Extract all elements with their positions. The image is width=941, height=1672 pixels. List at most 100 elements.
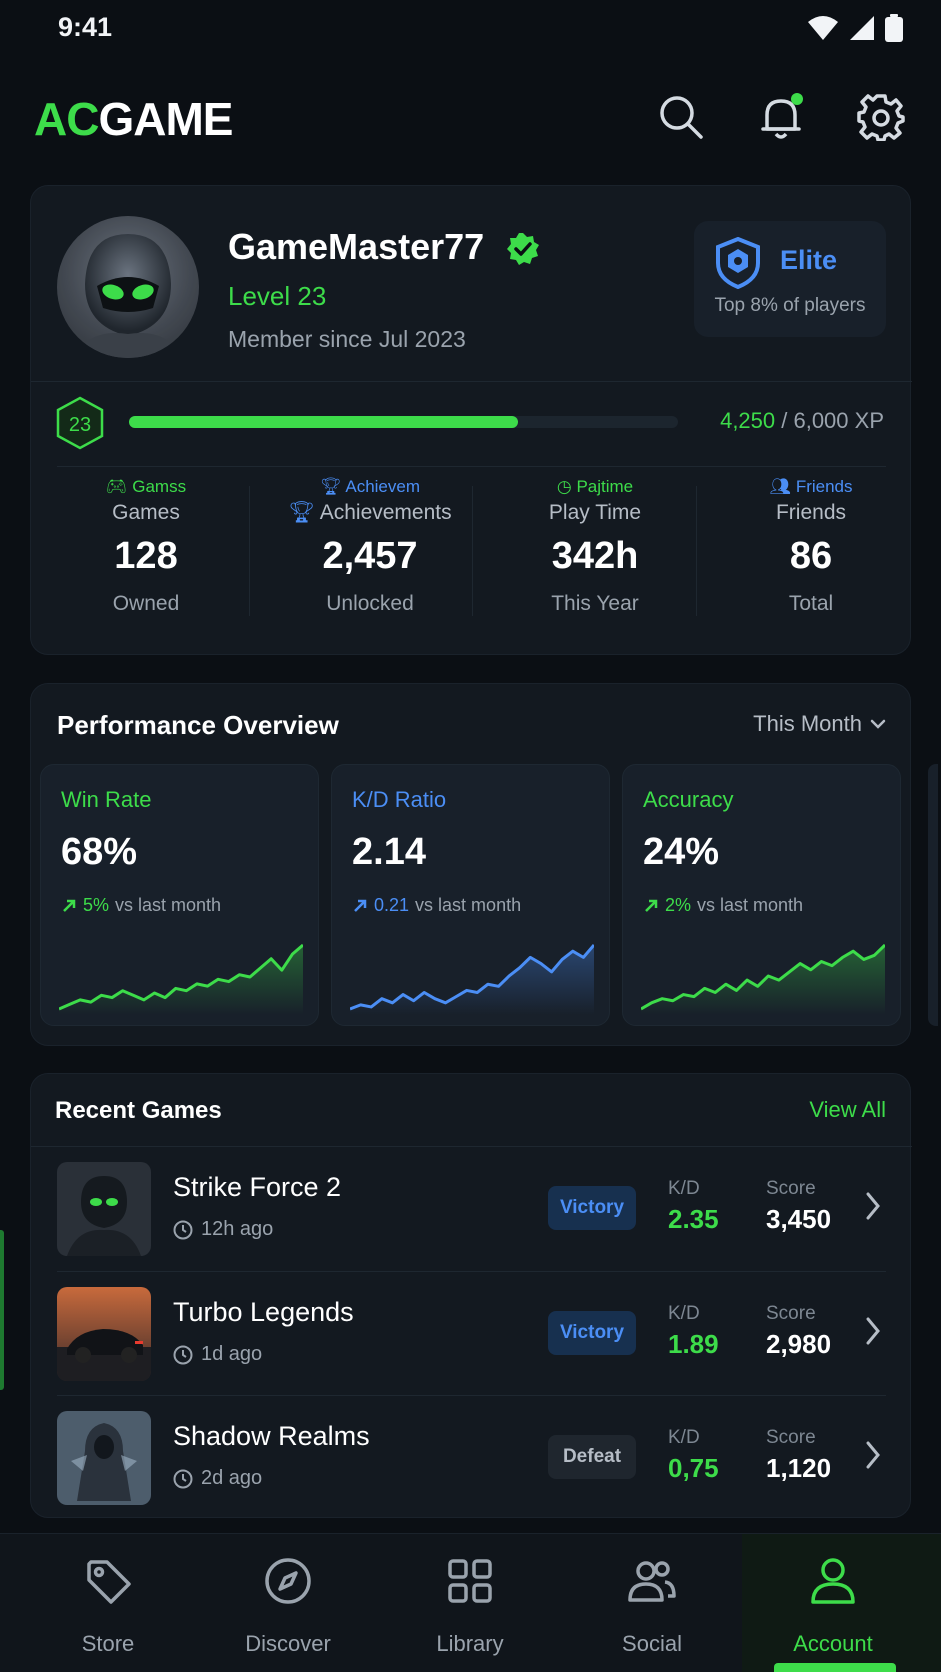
sparkline-line — [350, 944, 594, 1011]
metric-card-kd[interactable]: K/D Ratio 2.14 0.21 vs last month — [331, 764, 610, 1026]
divider — [57, 466, 886, 467]
stat-label: Play Time — [548, 501, 642, 524]
stat-label: Games — [112, 501, 180, 524]
tier-badge[interactable]: Elite Top 8% of players — [694, 221, 886, 337]
wifi-icon — [808, 16, 838, 40]
xp-progress-bar — [129, 416, 678, 428]
metric-value: 24% — [643, 831, 720, 873]
score-label: Score — [766, 1427, 816, 1448]
game-thumbnail — [57, 1162, 151, 1256]
status-time: 9:41 — [58, 12, 113, 42]
search-button[interactable] — [656, 92, 706, 142]
stat-playtime[interactable]: ◷ Pajtime Play Time 342h This Year — [485, 471, 705, 621]
profile-card: GameMaster77 Level 23 Member since Jul 2… — [30, 185, 912, 655]
user-icon — [811, 1558, 855, 1604]
chevron-right-icon[interactable] — [863, 1190, 883, 1222]
score-value: 2,980 — [766, 1329, 832, 1359]
stat-value: 2,457 — [322, 535, 418, 577]
stat-friends[interactable]: 👥︎ Friends Friends 86 Total — [701, 471, 921, 621]
stat-tag: 🎮︎ Gamss — [105, 477, 187, 496]
clock-icon — [173, 1345, 193, 1364]
sparkline-area — [350, 945, 594, 1015]
game-row[interactable]: Shadow Realms 2d ago Defeat K/D 0,75 Sco… — [31, 1395, 912, 1519]
avatar[interactable] — [57, 216, 199, 358]
nav-label: Discover — [245, 1631, 331, 1656]
performance-title: Performance Overview — [57, 710, 339, 740]
search-icon — [660, 96, 703, 139]
gear-icon — [857, 94, 905, 141]
signal-icon — [850, 16, 874, 40]
stat-value: 128 — [114, 535, 178, 577]
nav-item-discover[interactable]: Discover — [198, 1534, 378, 1672]
sparkline-line — [641, 943, 885, 1011]
sparkline-area — [59, 945, 303, 1015]
stat-achievements[interactable]: 🏆︎ Achievem 🏆︎ Achievements 2,457 Unlock… — [260, 471, 480, 621]
game-time: 1d ago — [173, 1343, 262, 1366]
stat-label: Friends — [775, 501, 847, 524]
sparkline-line — [59, 943, 303, 1011]
game-time: 2d ago — [173, 1467, 262, 1490]
metric-card-accuracy[interactable]: Accuracy 24% 2% vs last month — [622, 764, 901, 1026]
tier-name: Elite — [780, 245, 838, 275]
level-hex-number: 23 — [69, 414, 91, 436]
period-value: This Month — [753, 711, 862, 736]
game-row[interactable]: Turbo Legends 1d ago Victory K/D 1.89 Sc… — [31, 1271, 912, 1395]
accuracy-sparkline — [641, 943, 885, 1015]
stat-divider — [249, 486, 250, 616]
game-thumbnail — [57, 1287, 151, 1381]
winrate-sparkline — [59, 943, 303, 1015]
notifications-button[interactable] — [756, 92, 806, 142]
battery-icon — [885, 14, 903, 42]
member-since: Member since Jul 2023 — [228, 326, 466, 352]
score-value: 1,120 — [766, 1453, 832, 1483]
metric-name: Accuracy — [643, 787, 734, 812]
grid-icon — [448, 1559, 492, 1603]
stat-games[interactable]: 🎮︎ Gamss Games 128 Owned — [36, 471, 256, 621]
nav-item-social[interactable]: Social — [562, 1534, 742, 1672]
stat-value: 86 — [789, 535, 833, 577]
metric-delta: 0.21 vs last month — [352, 895, 521, 916]
divider — [57, 1395, 886, 1396]
stat-sub: This Year — [551, 592, 639, 615]
result-badge: Victory — [548, 1311, 636, 1355]
score-value: 3,450 — [766, 1204, 832, 1234]
game-name: Strike Force 2 — [173, 1172, 342, 1202]
trend-up-icon — [645, 899, 658, 912]
metric-card-winrate[interactable]: Win Rate 68% 5% vs last month — [40, 764, 319, 1026]
nav-label: Account — [793, 1631, 873, 1656]
score-label: Score — [766, 1178, 816, 1199]
nav-item-account[interactable]: Account — [743, 1534, 923, 1672]
period-dropdown[interactable]: This Month — [753, 711, 886, 737]
sparkline-area — [641, 945, 885, 1015]
nav-label: Store — [81, 1631, 135, 1656]
game-name: Shadow Realms — [173, 1421, 370, 1451]
metric-delta: 5% vs last month — [61, 895, 221, 916]
metric-card-next-peek[interactable] — [928, 764, 938, 1026]
game-thumbnail — [57, 1411, 151, 1505]
xp-text: 4,250 / 6,000 XP — [720, 408, 884, 434]
nav-item-store[interactable]: Store — [18, 1534, 198, 1672]
trend-up-icon — [63, 899, 76, 912]
clock-icon — [173, 1220, 193, 1239]
chevron-right-icon[interactable] — [863, 1439, 883, 1471]
game-time: 12h ago — [173, 1218, 273, 1241]
chevron-right-icon[interactable] — [863, 1315, 883, 1347]
view-all-link[interactable]: View All — [809, 1097, 886, 1122]
game-row[interactable]: Strike Force 2 12h ago Victory K/D 2.35 … — [31, 1146, 912, 1270]
xp-total: / 6,000 XP — [775, 408, 884, 433]
kd-label: K/D — [668, 1303, 700, 1324]
kd-value: 2.35 — [668, 1204, 719, 1234]
settings-button[interactable] — [856, 92, 906, 142]
verified-badge-icon — [507, 233, 539, 265]
kd-value: 0,75 — [668, 1453, 719, 1483]
clock-icon — [173, 1469, 193, 1488]
score-label: Score — [766, 1303, 816, 1324]
metric-name: K/D Ratio — [352, 787, 447, 812]
stat-sub: Unlocked — [326, 592, 414, 615]
nav-item-library[interactable]: Library — [380, 1534, 560, 1672]
metric-value: 68% — [61, 831, 138, 873]
stat-label: 🏆︎ Achievements — [288, 501, 452, 524]
shield-icon — [716, 237, 760, 289]
app-logo[interactable]: ACGAME — [34, 93, 233, 145]
bottom-nav: Store Discover Library Social Account — [0, 1533, 941, 1672]
